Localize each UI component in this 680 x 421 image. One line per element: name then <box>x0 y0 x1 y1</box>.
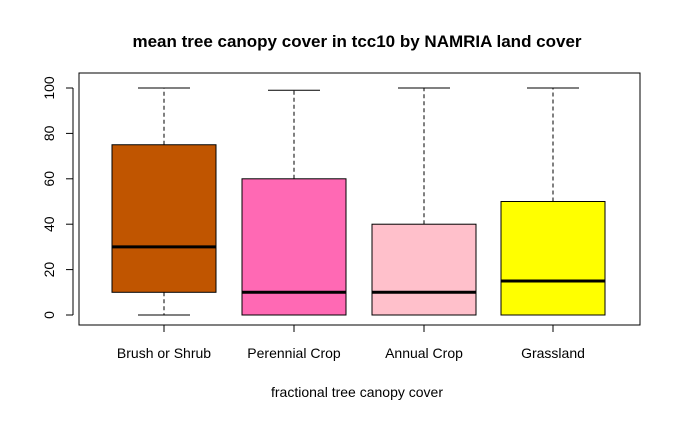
y-tick-label: 100 <box>41 76 57 100</box>
box-series <box>111 87 606 316</box>
box-group <box>241 89 347 316</box>
y-tick-label: 80 <box>41 125 57 141</box>
x-tick-label: Grassland <box>521 345 585 361</box>
x-tick-label: Brush or Shrub <box>117 345 211 361</box>
plot-frame <box>78 72 641 326</box>
box-group <box>371 87 477 316</box>
y-tick-label: 20 <box>41 262 57 278</box>
y-tick-label: 0 <box>41 311 57 319</box>
x-tick-label: Perennial Crop <box>247 345 341 361</box>
box-group <box>111 87 217 316</box>
x-axis-label: fractional tree canopy cover <box>271 384 443 400</box>
box-body <box>500 201 606 316</box>
x-axis-ticks: Brush or Shrub Perennial Crop Annual Crop G… <box>117 325 585 361</box>
chart-title: mean tree canopy cover in tcc10 by NAMRI… <box>132 32 581 51</box>
y-tick-label: 60 <box>41 171 57 187</box>
box-group <box>500 87 606 316</box>
box-body <box>241 178 347 316</box>
y-axis-ticks: 0 20 40 60 80 100 <box>41 76 73 319</box>
box-body <box>371 223 477 316</box>
y-tick-label: 40 <box>41 216 57 232</box>
box-body <box>111 144 217 293</box>
x-tick-label: Annual Crop <box>385 345 463 361</box>
